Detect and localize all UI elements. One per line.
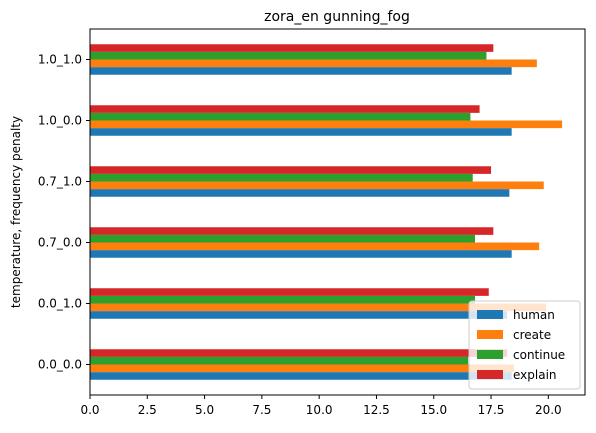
x-ticks: 0.0 2.5 5.0 7.5 10.0 12.5 15.0 17.5 20.0: [80, 395, 562, 417]
y-axis-label: temperature, frequency penalty: [9, 116, 23, 308]
axes-frame: [89, 28, 586, 396]
bar-create-2: [90, 242, 540, 251]
bar-human-4: [90, 128, 512, 136]
bar-create-5: [90, 59, 537, 68]
bar-human-0: [90, 372, 512, 380]
x-tick-label: 17.5: [478, 403, 505, 417]
x-tick-label: 2.5: [138, 403, 157, 417]
y-tick-label: 1.0_0.0: [38, 114, 82, 128]
legend-box: [468, 300, 581, 390]
chart-title: zora_en gunning_fog: [264, 9, 410, 25]
x-tick-label: 15.0: [420, 403, 447, 417]
y-tick-label: 1.0_1.0: [38, 53, 82, 67]
legend-swatch-create: [477, 330, 503, 339]
bar-continue-1: [90, 295, 475, 304]
legend-label-create: create: [513, 328, 551, 342]
bar-explain-1: [90, 288, 489, 296]
bar-continue-3: [90, 173, 473, 182]
bar-explain-4: [90, 105, 480, 113]
legend-swatch-human: [477, 310, 503, 319]
y-ticks: 0.0_0.0 0.0_1.0 0.7_0.0 0.7_1.0 1.0_0.0 1.0_1…: [38, 53, 90, 372]
bar-human-5: [90, 67, 512, 75]
legend-label-human: human: [513, 308, 555, 322]
legend-label-continue: continue: [513, 348, 565, 362]
bar-continue-4: [90, 112, 471, 121]
legend-label-explain: explain: [513, 368, 557, 382]
bar-create-1: [90, 303, 547, 312]
legend-items: human create continue explain: [477, 308, 565, 382]
legend-swatch-explain: [477, 370, 503, 379]
bar-explain-3: [90, 166, 492, 174]
bar-human-3: [90, 189, 510, 197]
x-tick-label: 20.0: [535, 403, 562, 417]
legend: human create continue explain: [468, 300, 581, 390]
bar-explain-2: [90, 227, 494, 235]
y-tick-label: 0.7_1.0: [38, 175, 82, 189]
y-tick-label: 0.0_0.0: [38, 358, 82, 372]
bar-continue-0: [90, 356, 469, 365]
bar-create-4: [90, 120, 563, 129]
y-tick-label: 0.7_0.0: [38, 236, 82, 250]
x-tick-label: 10.0: [306, 403, 333, 417]
bar-explain-5: [90, 44, 494, 52]
bar-continue-2: [90, 234, 475, 243]
x-tick-label: 12.5: [363, 403, 390, 417]
legend-swatch-continue: [477, 350, 503, 359]
x-tick-label: 7.5: [252, 403, 271, 417]
x-tick-label: 5.0: [195, 403, 214, 417]
bar-human-1: [90, 311, 508, 319]
bar-human-2: [90, 250, 512, 258]
y-tick-label: 0.0_1.0: [38, 297, 82, 311]
bars-layer: [90, 44, 563, 380]
bar-create-3: [90, 181, 544, 190]
bar-continue-5: [90, 51, 487, 60]
bar-explain-0: [90, 349, 508, 357]
bar-create-0: [90, 364, 514, 373]
x-tick-label: 0.0: [80, 403, 99, 417]
